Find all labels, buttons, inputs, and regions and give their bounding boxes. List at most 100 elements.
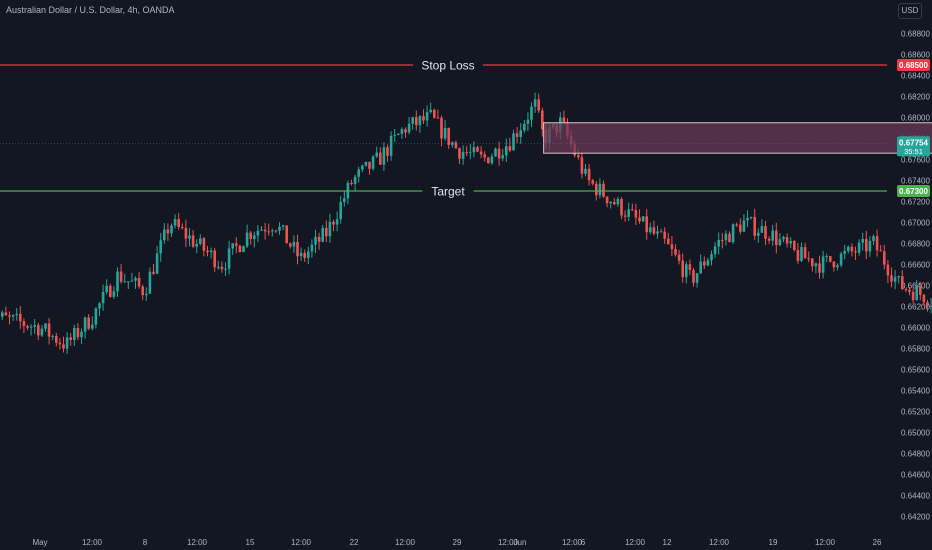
candle-body (152, 271, 155, 274)
candle-body (350, 182, 353, 184)
candle-body (127, 281, 130, 283)
candle-body (44, 323, 47, 329)
candle-body (483, 154, 486, 158)
candle-body (890, 275, 893, 282)
candle-body (220, 266, 224, 270)
candle-body (818, 263, 821, 273)
stop-loss-label: Stop Loss (421, 59, 474, 73)
candle-body (130, 280, 134, 282)
candle-body (904, 289, 908, 291)
candle-body (645, 216, 648, 233)
candle-body (530, 106, 533, 120)
candle-body (760, 226, 764, 233)
candle-body (580, 157, 584, 174)
candle-body (584, 168, 587, 174)
candle-body (170, 225, 173, 234)
candle-body (37, 325, 40, 336)
candle-body (296, 241, 299, 257)
y-tick-label: 0.68400 (901, 72, 930, 81)
candle-body (11, 315, 15, 317)
x-tick-label: 12:00 (709, 538, 730, 547)
candle-body (415, 117, 418, 126)
candle-body (728, 233, 731, 243)
stop-loss-price-text: 0.68500 (899, 61, 928, 70)
currency-button[interactable]: USD (898, 3, 922, 19)
candle-body (533, 99, 537, 107)
candle-body (519, 130, 522, 137)
candle-body (371, 156, 375, 169)
y-tick-label: 0.66000 (901, 324, 930, 333)
candle-body (440, 117, 443, 139)
candle-body (926, 302, 929, 306)
candle-body (361, 165, 364, 170)
candle-body (109, 285, 112, 297)
y-tick-label: 0.64400 (901, 492, 930, 501)
candle-body (343, 198, 346, 202)
candle-body (929, 305, 932, 307)
candle-body (577, 155, 580, 158)
candle-body (433, 109, 436, 118)
y-tick-label: 0.65400 (901, 387, 930, 396)
candle-body (58, 342, 62, 345)
y-tick-label: 0.65600 (901, 366, 930, 375)
candle-body (87, 317, 90, 329)
candle-body (782, 237, 785, 240)
candle-body (386, 147, 389, 156)
candle-body (479, 151, 483, 155)
x-tick-label: 8 (143, 538, 148, 547)
candle-body (663, 231, 666, 239)
y-tick-label: 0.66400 (901, 282, 930, 291)
candle-body (908, 289, 911, 292)
candle-body (397, 133, 400, 135)
candle-body (389, 135, 393, 156)
candle-body (202, 238, 206, 251)
y-tick-label: 0.64600 (901, 471, 930, 480)
candle-body (850, 246, 854, 252)
candle-body (613, 201, 616, 205)
stop-loss-price-badge (897, 59, 930, 71)
candle-body (195, 243, 198, 247)
candle-body (865, 238, 868, 252)
y-tick-label: 0.66200 (901, 303, 930, 312)
y-tick-label: 0.68800 (901, 30, 930, 39)
candle-body (8, 315, 11, 317)
candle-body (469, 152, 472, 154)
candle-body (105, 285, 108, 292)
candle-body (357, 169, 360, 177)
candle-body (757, 232, 760, 236)
x-tick-label: 12:00 (815, 538, 836, 547)
x-tick-label: 12:00 (291, 538, 312, 547)
candle-body (368, 161, 371, 169)
candle-body (922, 294, 926, 303)
candle-body (638, 217, 641, 222)
candle-body (919, 286, 922, 295)
candle-body (289, 243, 292, 247)
candle-body (746, 218, 749, 221)
candle-body (400, 129, 404, 134)
candle-body (623, 215, 627, 217)
candle-body (771, 230, 774, 241)
candle-body (245, 232, 249, 247)
candle-body (267, 231, 270, 233)
candle-body (382, 147, 386, 165)
candle-body (307, 251, 310, 258)
candle-body (706, 260, 710, 266)
candle-body (29, 326, 33, 328)
candle-body (861, 238, 864, 243)
candle-body (191, 235, 195, 247)
candle-body (451, 142, 454, 145)
candle-body (447, 127, 450, 145)
candle-body (137, 277, 141, 287)
current-price-text: 0.67754 (899, 138, 928, 147)
y-tick-label: 0.67200 (901, 198, 930, 207)
candle-body (238, 245, 242, 253)
candle-body (699, 261, 702, 274)
x-tick-label: 12:00 (187, 538, 208, 547)
candle-body (443, 127, 447, 139)
candle-body (735, 224, 738, 226)
candle-body (335, 219, 339, 225)
supply-zone[interactable] (543, 122, 932, 154)
y-tick-label: 0.65800 (901, 345, 930, 354)
candle-body (73, 328, 76, 340)
